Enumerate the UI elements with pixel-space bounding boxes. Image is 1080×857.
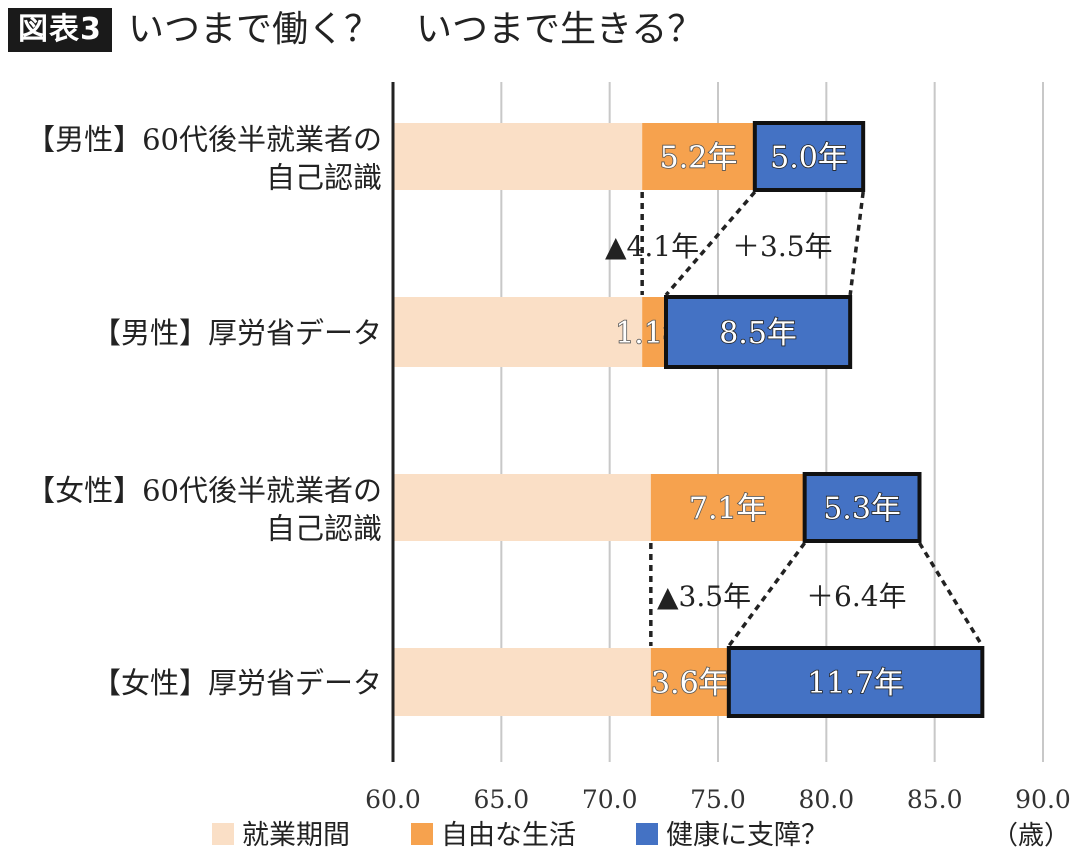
bar-segment	[726, 646, 985, 718]
data-label: 11.7年	[807, 666, 904, 701]
bar-segment	[393, 123, 643, 190]
legend-label: 自由な生活	[441, 820, 576, 851]
bar-segment	[664, 295, 853, 369]
connector-line	[918, 542, 984, 647]
legend-label: 健康に支障？	[666, 820, 828, 851]
category-label: 自己認識	[266, 161, 382, 195]
legend-label: 就業期間	[242, 820, 350, 851]
data-label: 8.5年	[719, 316, 797, 351]
data-label: 5.0年	[770, 141, 848, 176]
x-tick-label: 90.0	[1015, 785, 1071, 814]
bar-segment	[802, 472, 922, 543]
x-tick-label: 85.0	[907, 785, 963, 814]
bar-segment	[752, 121, 866, 192]
category-label: 自己認識	[266, 512, 382, 546]
bar-segment	[650, 474, 805, 541]
x-tick-label: 75.0	[690, 785, 746, 814]
bar-segment	[393, 474, 651, 541]
bar-segment	[642, 297, 666, 367]
annotation-label: ▲3.5年	[657, 580, 751, 613]
annotation-label: ▲4.1年	[605, 230, 699, 263]
legend-swatch	[411, 823, 433, 845]
annotation-label: ＋3.5年	[732, 230, 833, 263]
category-label: 【男性】60代後半就業者の	[26, 123, 382, 157]
connector-line	[664, 190, 757, 297]
annotation-label: ＋6.4年	[806, 580, 907, 613]
figure-badge: 図表3	[8, 8, 112, 52]
data-label: 7.1年	[689, 492, 767, 527]
data-label: 5.2年	[660, 141, 738, 176]
x-tick-label: 60.0	[365, 785, 421, 814]
bar-segment	[642, 123, 755, 190]
x-tick-label: 65.0	[473, 785, 529, 814]
x-tick-label: 70.0	[582, 785, 638, 814]
data-label: 5.3年	[823, 492, 901, 527]
category-label: 【男性】厚労省データ	[92, 316, 382, 350]
connector-line	[848, 191, 865, 296]
bar-segment	[650, 648, 729, 716]
data-label: 3.6年	[651, 666, 729, 701]
bar-segment	[393, 297, 643, 367]
x-unit-label: （歳）	[992, 821, 1070, 851]
legend-swatch	[636, 823, 658, 845]
bar-segment	[393, 648, 651, 716]
x-tick-label: 80.0	[798, 785, 854, 814]
chart-title: いつまで働く？ いつまで生きる？	[128, 9, 704, 50]
legend-swatch	[212, 823, 234, 845]
category-label: 【女性】60代後半就業者の	[26, 474, 382, 508]
category-label: 【女性】厚労省データ	[92, 666, 382, 700]
